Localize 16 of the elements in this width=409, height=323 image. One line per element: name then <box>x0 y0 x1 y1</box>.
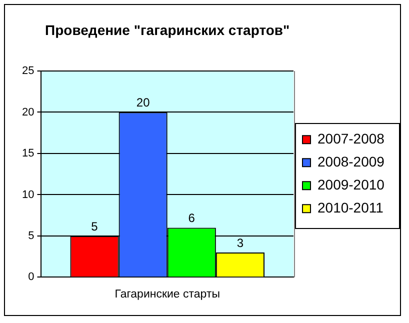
y-tick-label: 20 <box>22 106 34 118</box>
chart-title: Проведение "гагаринских стартов" <box>45 22 290 38</box>
legend-label: 2009-2010 <box>318 176 385 192</box>
y-tick-label: 15 <box>22 148 34 160</box>
legend-label: 2010-2011 <box>318 199 384 216</box>
data-label: 3 <box>236 236 244 250</box>
y-tick-label: 0 <box>28 271 34 284</box>
data-label: 20 <box>136 96 150 110</box>
legend-label: 2008-2009 <box>318 153 385 170</box>
x-tick-label: Гагаринские старты <box>114 288 220 300</box>
y-tick-label: 10 <box>22 188 34 201</box>
data-label: 6 <box>188 211 196 226</box>
y-tick-label: 5 <box>28 230 34 242</box>
y-tick-label: 25 <box>22 65 34 78</box>
legend-label: 2007-2008 <box>318 130 385 146</box>
data-label: 5 <box>91 219 98 234</box>
